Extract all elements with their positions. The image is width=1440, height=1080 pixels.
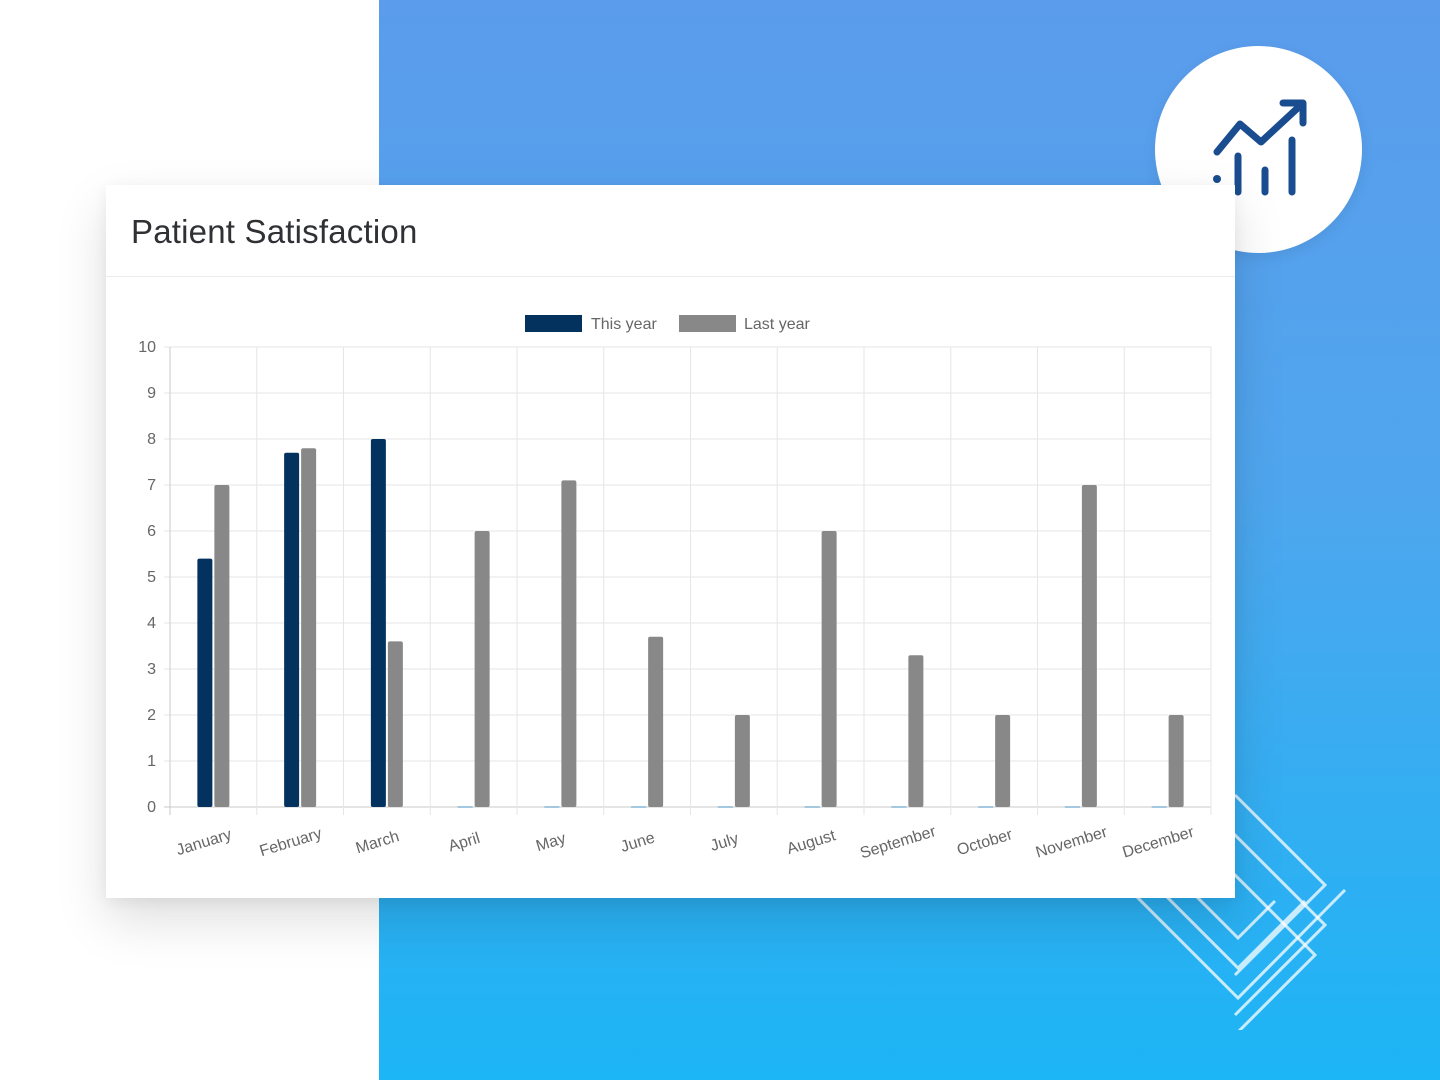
x-tick-label: November [1034,824,1110,862]
x-tick-label: April [447,830,483,856]
x-tick-label: March [354,828,401,857]
x-tick-label: February [258,825,324,860]
bar-last-year [301,448,317,807]
y-tick-label: 1 [147,753,156,770]
card-title: Patient Satisfaction [131,213,418,250]
y-tick-label: 6 [147,523,156,540]
bar-last-year [1081,485,1097,807]
y-tick-label: 10 [138,339,156,356]
legend-label-last-year: Last year [744,316,810,333]
bar-last-year [387,641,403,807]
bar-chart: 0 1 2 3 4 5 6 7 8 9 10 January February March April May… [138,315,1212,862]
bar-last-year [214,485,230,807]
y-tick-label: 2 [147,707,156,724]
bar-this-year [370,439,386,807]
bar-last-year [1168,715,1184,807]
x-tick-label: October [955,826,1015,859]
y-tick-label: 4 [147,615,156,632]
legend-swatch-last-year [679,315,736,332]
bar-this-year [284,452,300,807]
bar-last-year [821,531,837,807]
y-tick-label: 0 [147,799,156,816]
x-tick-label: June [619,829,657,855]
x-tick-label: January [174,826,233,859]
legend-swatch-this-year [525,315,582,332]
y-tick-label: 7 [147,477,156,494]
x-tick-label: December [1121,824,1197,862]
chart-growth-icon [1213,99,1307,196]
x-tick-label: September [858,823,938,862]
x-tick-label: May [534,830,568,855]
bar-last-year [474,531,490,807]
legend-label-this-year: This year [591,316,657,333]
y-tick-label: 5 [147,569,156,586]
bar-last-year [561,480,577,807]
y-tick-label: 3 [147,661,156,678]
bar-last-year [995,715,1011,807]
y-tick-label: 8 [147,431,156,448]
bar-this-year [197,558,213,807]
bar-last-year [648,636,664,807]
bar-last-year [734,715,750,807]
chart-card: Patient Satisfaction 0 1 2 3 4 5 6 7 8 9 10 January… [106,185,1235,898]
y-tick-label: 9 [147,385,156,402]
bar-last-year [908,655,924,807]
x-tick-label: July [708,830,740,855]
card-header: Patient Satisfaction [106,185,1235,277]
x-tick-label: August [785,827,838,858]
